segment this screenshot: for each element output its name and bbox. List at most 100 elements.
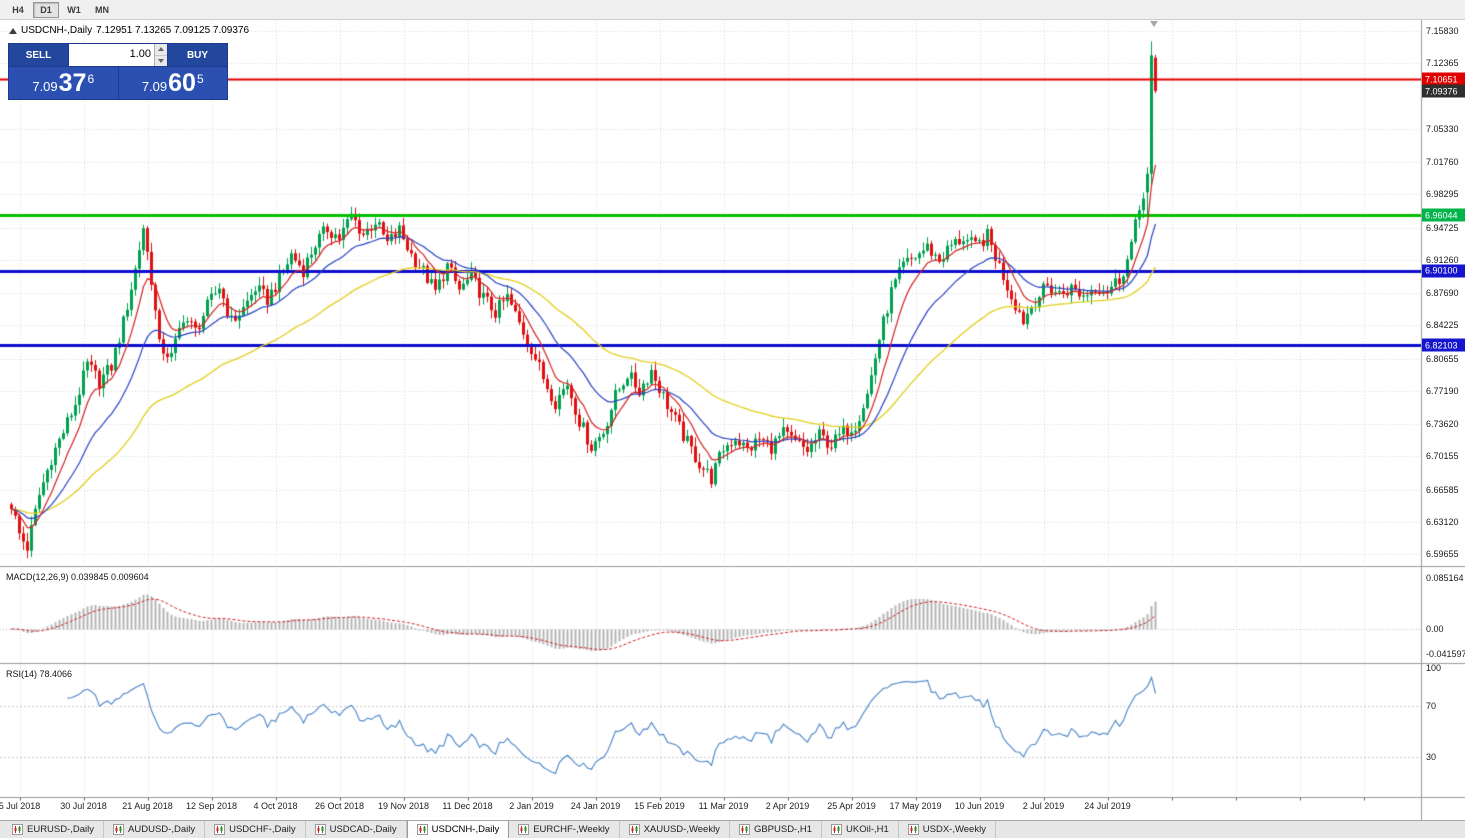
rsi-axis-label: 70 (1426, 701, 1437, 712)
date-label: 30 Jul 2018 (60, 801, 107, 811)
tab-usdchf-daily[interactable]: USDCHF-,Daily (205, 821, 306, 838)
tab-label: USDCHF-,Daily (229, 824, 296, 835)
price-tick-label: 6.94725 (1426, 222, 1459, 233)
tab-ukoil-h1[interactable]: UKOil-,H1 (822, 821, 899, 838)
price-axis-marker: 7.09376 (1422, 84, 1465, 98)
tab-usdx-weekly[interactable]: USDX-,Weekly (899, 821, 996, 838)
trade-panel-prices: 7.09 37 6 7.09 60 5 (9, 66, 227, 99)
volume-down-button[interactable] (155, 55, 167, 66)
date-label: 10 Jun 2019 (954, 801, 1005, 811)
chart-symbol: USDCNH-,Daily (21, 25, 93, 36)
timeframe-buttons: H4 D1 W1 MN (5, 1, 115, 18)
date-label: 24 Jul 2019 (1084, 801, 1131, 811)
date-label: 2 Jan 2019 (509, 801, 554, 811)
chart-title: USDCNH-,Daily 7.12951 7.13265 7.09125 7.… (9, 25, 249, 36)
trade-panel-controls: SELL 1.00 BUY (9, 44, 227, 66)
price-tick-label: 7.05330 (1426, 123, 1459, 134)
date-label: 19 Nov 2018 (377, 801, 430, 811)
chart-shift-marker (1150, 21, 1158, 27)
buy-button[interactable]: BUY (167, 44, 227, 66)
sell-button[interactable]: SELL (9, 44, 69, 66)
price-tick-label: 7.01760 (1426, 156, 1459, 167)
price-tick-label: 6.70155 (1426, 451, 1459, 462)
chart-tab-icon (314, 824, 326, 835)
macd-axis-label: -0.041597 (1426, 648, 1465, 659)
tab-audusd-daily[interactable]: AUDUSD-,Daily (104, 821, 206, 838)
sell-price-sup: 6 (87, 72, 95, 86)
tab-label: XAUUSD-,Weekly (643, 824, 720, 835)
macd-axis-label: 0.085164 (1426, 572, 1464, 583)
spinner-down-icon (158, 58, 164, 63)
date-label: 11 Mar 2019 (698, 801, 749, 811)
price-tick-label: 6.66585 (1426, 484, 1459, 495)
buy-price-prefix: 7.09 (141, 79, 168, 94)
date-label: 17 May 2019 (889, 801, 942, 811)
price-tick-label: 6.59655 (1426, 549, 1459, 560)
chart-tab-icon (738, 824, 750, 835)
volume-value: 1.00 (129, 48, 151, 60)
date-label: 11 Dec 2018 (442, 801, 493, 811)
toolbar: H4 D1 W1 MN (0, 0, 1465, 20)
macd-axis-label: 0.00 (1426, 623, 1444, 634)
sell-price[interactable]: 7.09 37 6 (9, 67, 119, 99)
price-tick-label: 6.73620 (1426, 419, 1459, 430)
sell-price-prefix: 7.09 (32, 79, 58, 94)
macd-label: MACD(12,26,9) 0.039845 0.009604 (6, 572, 149, 582)
buy-price[interactable]: 7.09 60 5 (119, 67, 228, 99)
rsi-label: RSI(14) 78.4066 (6, 669, 73, 679)
spinner-up-icon (158, 47, 164, 51)
chart-tab-icon (628, 824, 640, 835)
chart-plot[interactable] (0, 0, 1465, 820)
tab-eurchf-weekly[interactable]: EURCHF-,Weekly (509, 821, 620, 838)
timeframe-button-h4[interactable]: H4 (5, 2, 31, 18)
tab-label: AUDUSD-,Daily (128, 824, 196, 835)
tab-usdcad-daily[interactable]: USDCAD-,Daily (306, 821, 407, 838)
chart-tab-icon (214, 824, 226, 835)
date-label: 26 Oct 2018 (314, 801, 365, 811)
rsi-axis-label: 100 (1426, 663, 1442, 673)
price-tick-label: 6.77190 (1426, 385, 1459, 396)
date-label: 5 Jul 2018 (0, 801, 41, 811)
volume-spinner (154, 44, 167, 66)
price-tick-label: 6.91260 (1426, 254, 1459, 265)
rsi-axis-label: 30 (1426, 751, 1437, 762)
date-label: 25 Apr 2019 (827, 801, 876, 811)
tab-label: USDCNH-,Daily (431, 824, 500, 835)
volume-up-button[interactable] (155, 44, 167, 56)
tab-label: EURCHF-,Weekly (533, 824, 610, 835)
one-click-collapse-icon[interactable] (9, 27, 17, 34)
tab-usdcnh-daily[interactable]: USDCNH-,Daily (406, 821, 510, 838)
date-label: 24 Jan 2019 (570, 801, 621, 811)
chart-tab-icon (12, 824, 23, 835)
chart-tab-icon (113, 824, 125, 835)
price-tick-label: 6.84225 (1426, 320, 1459, 331)
timeframe-button-w1[interactable]: W1 (61, 2, 87, 18)
date-label: 2 Apr 2019 (765, 801, 810, 811)
timeframe-button-mn[interactable]: MN (89, 2, 115, 18)
price-tick-label: 6.80655 (1426, 353, 1459, 364)
volume-field[interactable]: 1.00 (69, 44, 167, 66)
buy-price-sup: 5 (196, 72, 204, 86)
tab-label: UKOil-,H1 (846, 824, 889, 835)
tab-label: USDCAD-,Daily (329, 824, 397, 835)
tab-xauusd-weekly[interactable]: XAUUSD-,Weekly (620, 821, 730, 838)
tab-eurusd-daily[interactable]: EURUSD-,Daily (3, 821, 105, 838)
buy-price-big: 60 (168, 69, 196, 97)
chart-ohlc: 7.12951 7.13265 7.09125 7.09376 (96, 25, 250, 36)
date-label: 12 Sep 2018 (185, 801, 238, 811)
sell-price-big: 37 (58, 69, 87, 97)
date-label: 15 Feb 2019 (634, 801, 685, 811)
timeframe-button-d1[interactable]: D1 (33, 1, 59, 18)
price-tick-label: 7.15830 (1426, 25, 1459, 36)
date-label: 2 Jul 2019 (1022, 801, 1065, 811)
date-label: 21 Aug 2018 (122, 801, 173, 811)
chart-tab-bar: EURUSD-,Daily AUDUSD-,Daily USDCHF-,Daily U… (0, 820, 1465, 838)
tab-label: EURUSD-,Daily (27, 824, 95, 835)
tab-label: GBPUSD-,H1 (753, 824, 813, 835)
price-axis-marker: 6.82103 (1422, 338, 1465, 352)
date-label: 4 Oct 2018 (253, 801, 298, 811)
chart-tab-icon (831, 824, 843, 835)
chart-tab-icon (416, 824, 428, 835)
price-axis-marker: 6.90100 (1422, 264, 1465, 278)
tab-gbpusd-h1[interactable]: GBPUSD-,H1 (730, 821, 823, 838)
